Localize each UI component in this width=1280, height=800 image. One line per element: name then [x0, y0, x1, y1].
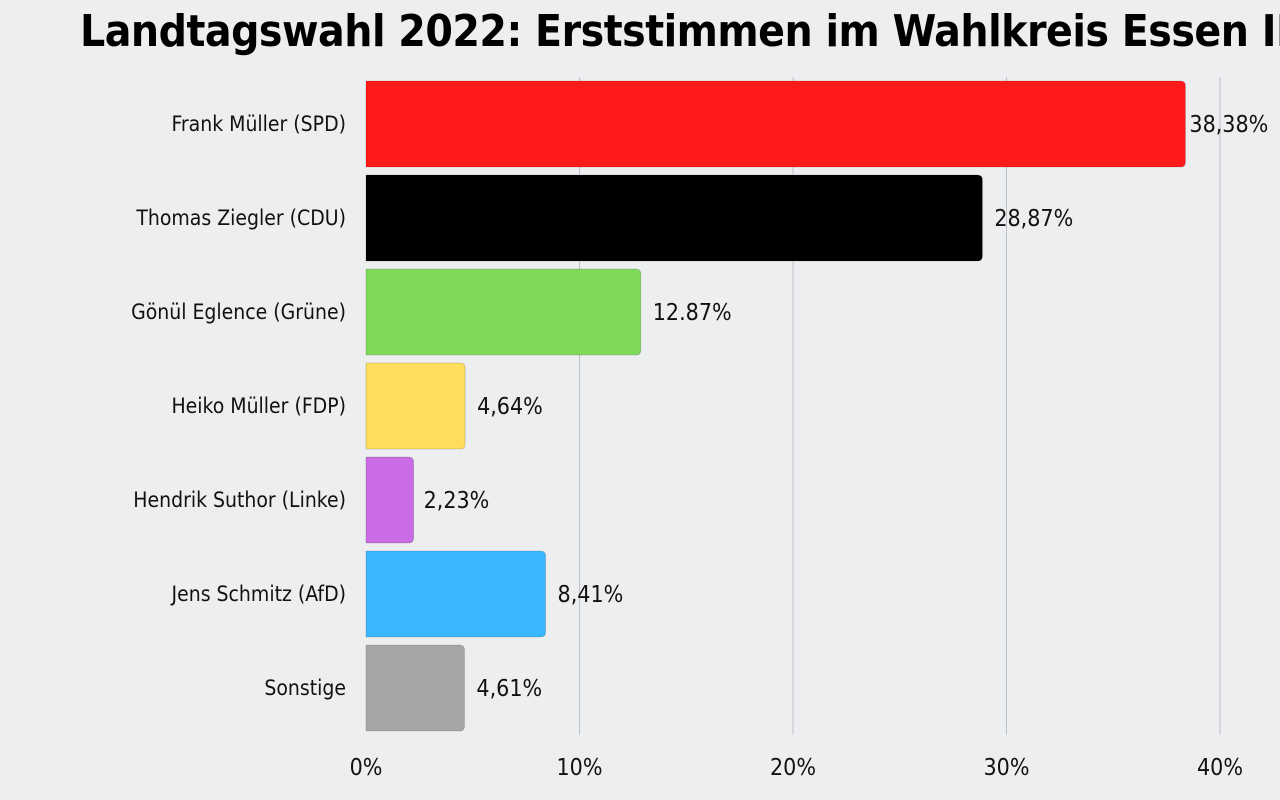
- bar: [365, 268, 642, 356]
- x-tick-label: 0%: [350, 755, 383, 781]
- data-label: 2,23%: [424, 488, 490, 514]
- data-label: 8,41%: [558, 582, 624, 608]
- category-label: Jens Schmitz (AfD): [171, 582, 346, 606]
- data-label: 38,38%: [1189, 112, 1268, 138]
- data-label: 28,87%: [994, 206, 1073, 232]
- category-label: Sonstige: [264, 676, 346, 700]
- x-tick-label: 10%: [557, 755, 603, 781]
- category-label: Frank Müller (SPD): [172, 112, 346, 136]
- x-tick-label: 20%: [770, 755, 816, 781]
- category-label: Hendrik Suthor (Linke): [133, 488, 346, 512]
- bar: [365, 644, 465, 732]
- data-label: 4,64%: [477, 394, 543, 420]
- chart-title: Landtagswahl 2022: Erststimmen im Wahlkr…: [80, 6, 1280, 57]
- x-tick-label: 40%: [1197, 755, 1243, 781]
- bar: [365, 174, 983, 262]
- data-label: 12.87%: [653, 300, 732, 326]
- bar: [365, 362, 466, 450]
- x-tick-label: 30%: [984, 755, 1030, 781]
- category-label: Thomas Ziegler (CDU): [135, 206, 346, 230]
- data-label: 4,61%: [476, 676, 542, 702]
- bars: [365, 80, 1186, 732]
- category-label: Heiko Müller (FDP): [171, 394, 346, 418]
- bar: [365, 550, 546, 638]
- bar: [365, 456, 414, 544]
- category-label: Gönül Eglence (Grüne): [131, 300, 346, 324]
- bar: [365, 80, 1186, 168]
- labels: 0% 10% 20% 30% 40% Frank Müller (SPD) 38,38% Th…: [131, 112, 1268, 781]
